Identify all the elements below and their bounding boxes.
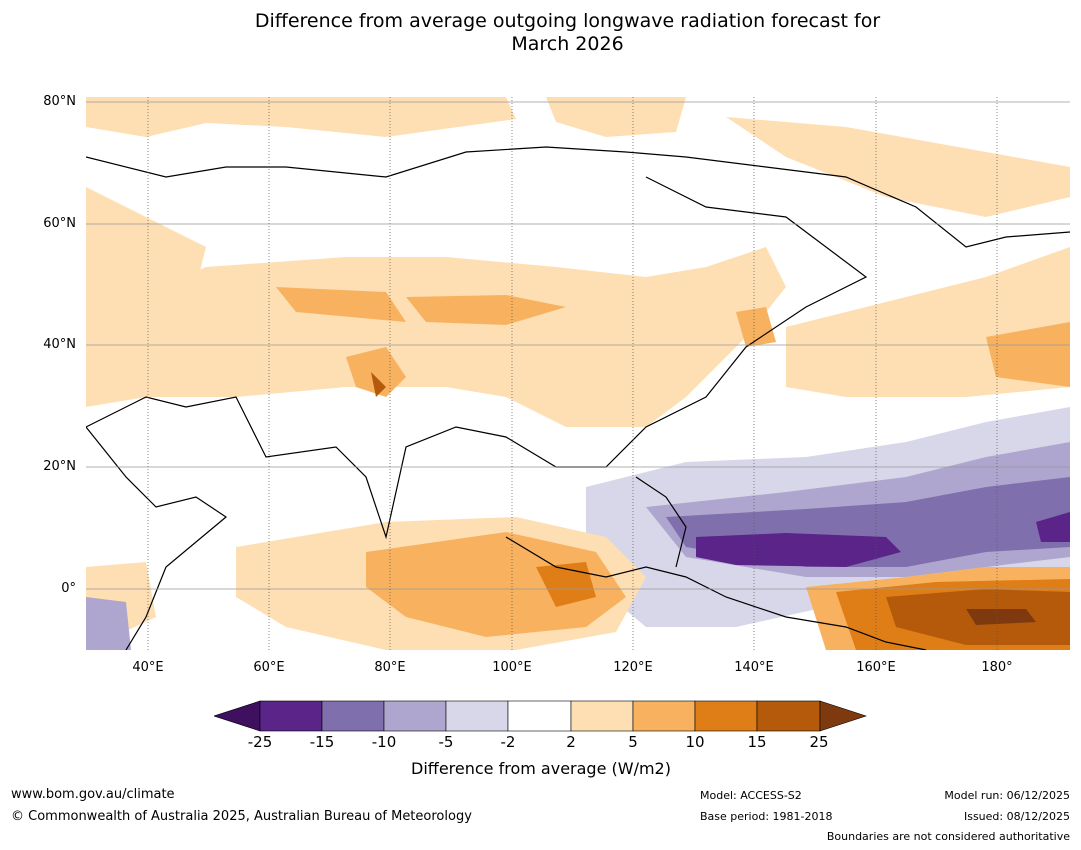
anomaly-region xyxy=(86,97,516,137)
coastline xyxy=(86,146,1070,248)
lon-label-60e: 60°E xyxy=(253,660,285,675)
colorbar xyxy=(214,700,867,732)
anomaly-region xyxy=(276,287,406,322)
footer-base-period: Base period: 1981-2018 xyxy=(700,810,833,823)
anomaly-region xyxy=(1036,512,1070,542)
colorbar-swatch xyxy=(570,700,634,732)
colorbar-swatch xyxy=(694,700,758,732)
coastline xyxy=(86,426,228,650)
anomaly-region xyxy=(406,295,566,325)
lon-label-100e: 100°E xyxy=(492,660,532,675)
coastline xyxy=(635,476,687,568)
colorbar-label: Difference from average (W/m2) xyxy=(411,759,671,778)
title-line-2: March 2026 xyxy=(511,33,624,55)
footer-copyright: © Commonwealth of Australia 2025, Austra… xyxy=(11,809,472,824)
colorbar-tick: 25 xyxy=(809,733,829,751)
footer-model-run: Model run: 06/12/2025 xyxy=(944,789,1070,802)
anomaly-region xyxy=(86,247,786,427)
colorbar-tick: -2 xyxy=(500,733,516,751)
footer-disclaimer: Boundaries are not considered authoritat… xyxy=(826,830,1070,843)
lat-label-60n: 60°N xyxy=(43,216,76,231)
map-area xyxy=(86,97,1070,650)
anomaly-region xyxy=(986,322,1070,387)
anomaly-region xyxy=(726,117,1070,217)
lon-label-120e: 120°E xyxy=(613,660,653,675)
colorbar-tick: 2 xyxy=(566,733,576,751)
anomaly-region xyxy=(366,532,626,637)
colorbar-tick: 10 xyxy=(685,733,705,751)
colorbar-extend-low xyxy=(214,700,261,732)
anomaly-region xyxy=(371,372,386,397)
anomaly-map xyxy=(86,97,1070,650)
anomaly-region xyxy=(536,562,596,607)
lat-label-20n: 20°N xyxy=(43,459,76,474)
lon-label-180: 180° xyxy=(981,660,1013,675)
anomaly-region xyxy=(86,597,131,650)
colorbar-swatch xyxy=(507,700,572,732)
colorbar-swatch xyxy=(756,700,821,732)
coastline xyxy=(505,536,927,650)
title-line-1: Difference from average outgoing longwav… xyxy=(254,10,881,32)
anomaly-region xyxy=(696,533,901,567)
colorbar-swatch xyxy=(445,700,509,732)
lon-label-80e: 80°E xyxy=(374,660,406,675)
lon-label-140e: 140°E xyxy=(734,660,774,675)
lat-label-40n: 40°N xyxy=(43,337,76,352)
lat-label-80n: 80°N xyxy=(43,94,76,109)
colorbar-tick: -25 xyxy=(247,733,273,751)
footer-model: Model: ACCESS-S2 xyxy=(700,789,802,802)
colorbar-tick: 15 xyxy=(747,733,767,751)
colorbar-swatch xyxy=(632,700,696,732)
colorbar-swatch xyxy=(383,700,447,732)
colorbar-tick: 5 xyxy=(628,733,638,751)
colorbar-swatch xyxy=(321,700,385,732)
map-title: Difference from average outgoing longwav… xyxy=(0,10,1081,56)
anomaly-region xyxy=(346,347,406,397)
colorbar-tick: -10 xyxy=(371,733,397,751)
anomaly-region xyxy=(966,609,1036,625)
lon-label-40e: 40°E xyxy=(132,660,164,675)
anomaly-region xyxy=(546,97,686,137)
colorbar-tick: -5 xyxy=(438,733,454,751)
lat-label-0: 0° xyxy=(61,581,76,596)
colorbar-tick: -15 xyxy=(309,733,335,751)
lon-label-160e: 160°E xyxy=(856,660,896,675)
footer-issued: Issued: 08/12/2025 xyxy=(963,810,1070,823)
colorbar-extend-high xyxy=(819,700,867,732)
colorbar-swatch xyxy=(259,700,323,732)
coastline xyxy=(86,176,868,540)
footer-url[interactable]: www.bom.gov.au/climate xyxy=(11,787,175,802)
anomaly-region xyxy=(736,307,776,347)
